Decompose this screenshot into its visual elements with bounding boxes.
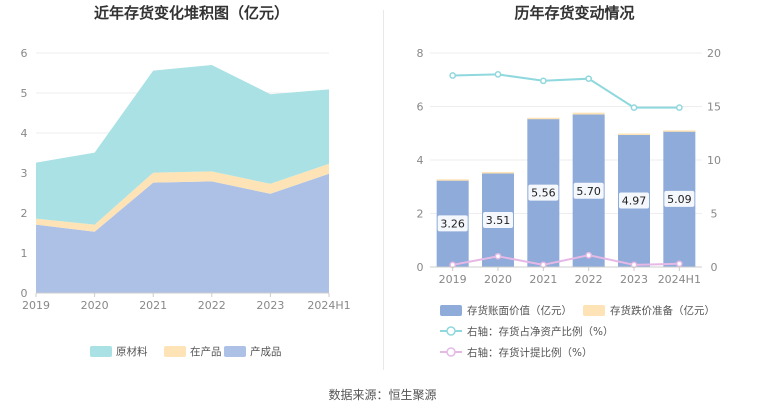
right-x-tick-label: 2024H1 [658,273,701,286]
line-provisionRatio [452,254,680,266]
right-right-y-tick-label: 5 [711,208,718,221]
right-x-tick-label: 2023 [620,273,648,286]
area-raw [36,65,329,225]
bar-value-label: 5.70 [576,185,601,198]
area-finished [36,173,329,293]
bar-reserve-cap [436,179,469,181]
right-left-y-tick-label: 0 [417,261,424,274]
right-right-y-tick-label: 0 [711,261,718,274]
bar-reserve-cap [572,112,605,115]
left-chart-title: 近年存货变化堆积图（亿元） [93,4,289,22]
bar-value-label-bg [619,192,649,209]
left-x-tick-label: 2022 [198,299,226,312]
right-left-y-tick-label: 2 [417,208,424,221]
right-x-tick-label: 2020 [484,273,512,286]
left-x-tick-label: 2019 [22,299,50,312]
right-right-y-tick-label: 15 [707,101,721,114]
right-x-tick-label: 2019 [439,273,467,286]
legend-marker-netRatio [446,326,456,336]
bar-reserve-cap [482,172,514,174]
legend-label-wip: 在产品 [190,345,222,358]
legend-label-finished: 产成品 [250,345,282,358]
legend-swatch-reserve [583,305,605,316]
legend-label-provisionRatio: 右轴：存货计提比例（%） [467,346,592,359]
stacked-area-chart: 0 1 2 3 4 5 6 2019 2020 2021 2022 2023 2024H1 原材料 在产品 产… [21,47,351,358]
stacked-area-panel: 近年存货变化堆积图（亿元） 0 1 2 3 4 5 6 2019 2020 2021 2022 202… [0,0,383,380]
bar-value-label-bg [664,190,695,207]
left-y-tick-label: 6 [21,47,28,60]
bar-line-chart: 0 2 4 6 8 0 5 10 15 20 3.26 3.51 5.56 5.70 4.97 5.09 201… [417,47,722,359]
right-chart-title: 历年存货变动情况 [514,4,635,22]
right-x-tick-label: 2021 [529,273,557,286]
panel-divider [383,10,384,370]
left-y-tick-label: 2 [21,207,28,220]
legend-label-netRatio: 右轴：存货占净资产比例（%） [467,325,613,338]
bar-value-label-bg [437,215,468,232]
bar-value-label: 5.09 [667,193,692,206]
point-netRatio [539,77,547,85]
point-netRatio [449,72,457,79]
bar-value-label-bg [528,184,559,201]
legend-label-reserve: 存货跌价准备（亿元） [610,304,715,317]
bar-value-label: 3.26 [440,217,465,230]
bar-value-label: 3.51 [486,214,511,227]
legend-swatch-raw [90,346,112,357]
legend-label-bar: 存货账面价值（亿元） [467,304,572,317]
left-x-tick-label: 2023 [256,299,284,312]
left-x-tick-label: 2020 [81,299,109,312]
point-netRatio [675,104,683,111]
right-left-y-tick-label: 4 [417,154,424,167]
left-y-tick-label: 4 [21,127,28,140]
left-y-tick-label: 0 [21,287,28,300]
left-y-tick-label: 5 [21,87,28,100]
legend-swatch-finished [224,346,246,357]
left-y-tick-label: 3 [21,167,28,180]
bar-reserve-cap [527,117,560,120]
right-x-tick-label: 2022 [575,273,603,286]
right-left-y-tick-label: 6 [417,101,424,114]
left-x-tick-label: 2021 [139,299,167,312]
data-source-note: 数据来源：恒生聚源 [328,388,437,402]
point-provisionRatio [675,260,683,268]
right-right-y-tick-label: 10 [707,154,721,167]
bar-value-label-bg [483,212,513,229]
line-netRatio [452,73,680,109]
legend-swatch-wip [164,346,186,357]
bar-reserve-cap [663,130,696,132]
point-netRatio [630,104,638,111]
legend-label-raw: 原材料 [116,345,148,358]
left-y-tick-label: 1 [21,247,28,260]
point-provisionRatio [585,251,593,259]
legend-swatch-bar [440,305,462,316]
bar-line-panel: 历年存货变动情况 0 2 4 6 8 0 5 10 15 20 3.26 3.51 5.56 5.70 4.… [384,0,765,380]
bar-value-label: 4.97 [622,195,647,208]
bar-reserve-cap [618,133,650,136]
point-provisionRatio [494,252,502,260]
point-netRatio [494,71,502,78]
area-wip [36,163,329,232]
right-right-y-tick-label: 20 [707,47,721,60]
left-x-tick-label: 2024H1 [307,299,350,312]
bar-value-label-bg [573,182,604,199]
bar-value-label: 5.56 [531,187,556,200]
legend-marker-provisionRatio [446,347,456,357]
point-netRatio [585,75,593,83]
right-left-y-tick-label: 8 [417,47,424,60]
